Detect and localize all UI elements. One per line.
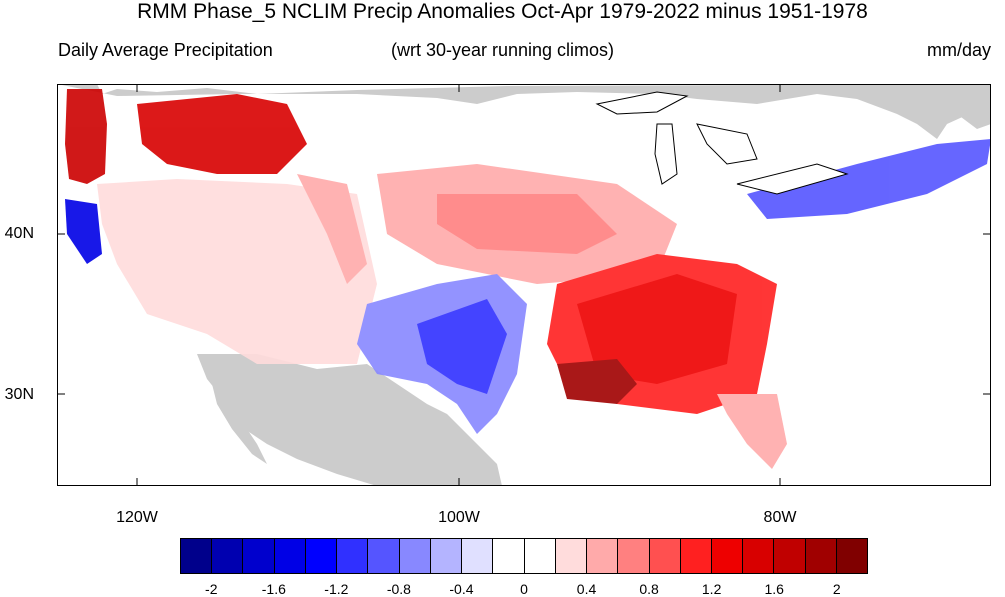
colorbar [180, 538, 868, 574]
colorbar-bin [493, 539, 525, 573]
colorbar-label: -0.8 [386, 581, 411, 597]
colorbar-bin [524, 539, 556, 573]
colorbar-bin [743, 539, 775, 573]
canada-east-land [907, 84, 991, 129]
colorbar-label: 1.6 [764, 581, 784, 597]
great-lakes [595, 91, 849, 195]
anomaly-plains-core [437, 194, 617, 254]
anomaly-field [65, 89, 991, 469]
colorbar-bin [337, 539, 369, 573]
lon-label-80w: 80W [763, 509, 797, 526]
colorbar-bin [774, 539, 806, 573]
colorbar-bin [555, 539, 588, 573]
colorbar-bin [368, 539, 400, 573]
canada-west-land [57, 84, 991, 139]
lake-huron [696, 123, 758, 165]
lake-superior [595, 91, 689, 115]
colorbar-label: 0.8 [639, 581, 659, 597]
colorbar-bin [711, 539, 744, 573]
map-frame [57, 84, 991, 486]
lake-erie-ontario [736, 163, 849, 195]
colorbar-bin [305, 539, 338, 573]
anomaly-southeast-core [577, 274, 737, 384]
colorbar-bin [618, 539, 650, 573]
colorbar-bin [649, 539, 681, 573]
colorbar-bin [587, 539, 619, 573]
precip-anomaly-map [57, 84, 991, 486]
colorbar-label: 2 [832, 581, 841, 597]
colorbar-label: -0.4 [449, 581, 474, 597]
anomaly-california-coast [65, 199, 102, 264]
baja-land [207, 364, 267, 464]
colorbar-label: 1.2 [701, 581, 722, 597]
mexico-land [197, 354, 502, 486]
colorbar-label: 0.4 [576, 581, 597, 597]
axis-ticks [57, 84, 991, 486]
subtitle-units: mm/day [926, 40, 991, 60]
colorbar-label: 0 [520, 581, 528, 597]
colorbar-bin [243, 539, 275, 573]
subtitle-center: (wrt 30-year running climos) [390, 40, 615, 60]
anomaly-northern-rockies [137, 94, 307, 174]
anomaly-rockies-strip [297, 174, 367, 284]
colorbar-bin [399, 539, 431, 573]
colorbar-bin [836, 539, 868, 573]
colorbar-label: -1.2 [324, 581, 349, 597]
subtitle-left: Daily Average Precipitation [58, 40, 273, 60]
lat-label-30n: 30N [4, 386, 34, 403]
anomaly-pacific-nw [65, 89, 107, 184]
colorbar-label: -1.6 [261, 581, 286, 597]
colorbar-bin [430, 539, 463, 573]
anomaly-texas-core [417, 299, 507, 394]
colorbar-bin [181, 539, 213, 573]
colorbar-bin [274, 539, 306, 573]
anomaly-great-basin [97, 179, 377, 364]
map-title: RMM Phase_5 NCLIM Precip Anomalies Oct-A… [137, 0, 868, 23]
lake-michigan [654, 123, 678, 185]
lon-label-120w: 120W [116, 509, 158, 526]
no-data-land [57, 84, 991, 486]
colorbar-bin [805, 539, 837, 573]
colorbar-label: -2 [205, 581, 218, 597]
anomaly-northeast-dry [747, 139, 991, 219]
colorbar-bin [680, 539, 712, 573]
lon-label-100w: 100W [438, 509, 480, 526]
lat-label-40n: 40N [4, 225, 34, 242]
anomaly-gulf-coast-max [557, 359, 637, 404]
colorbar-bin [212, 539, 244, 573]
colorbar-bin [462, 539, 494, 573]
anomaly-florida [717, 394, 787, 469]
